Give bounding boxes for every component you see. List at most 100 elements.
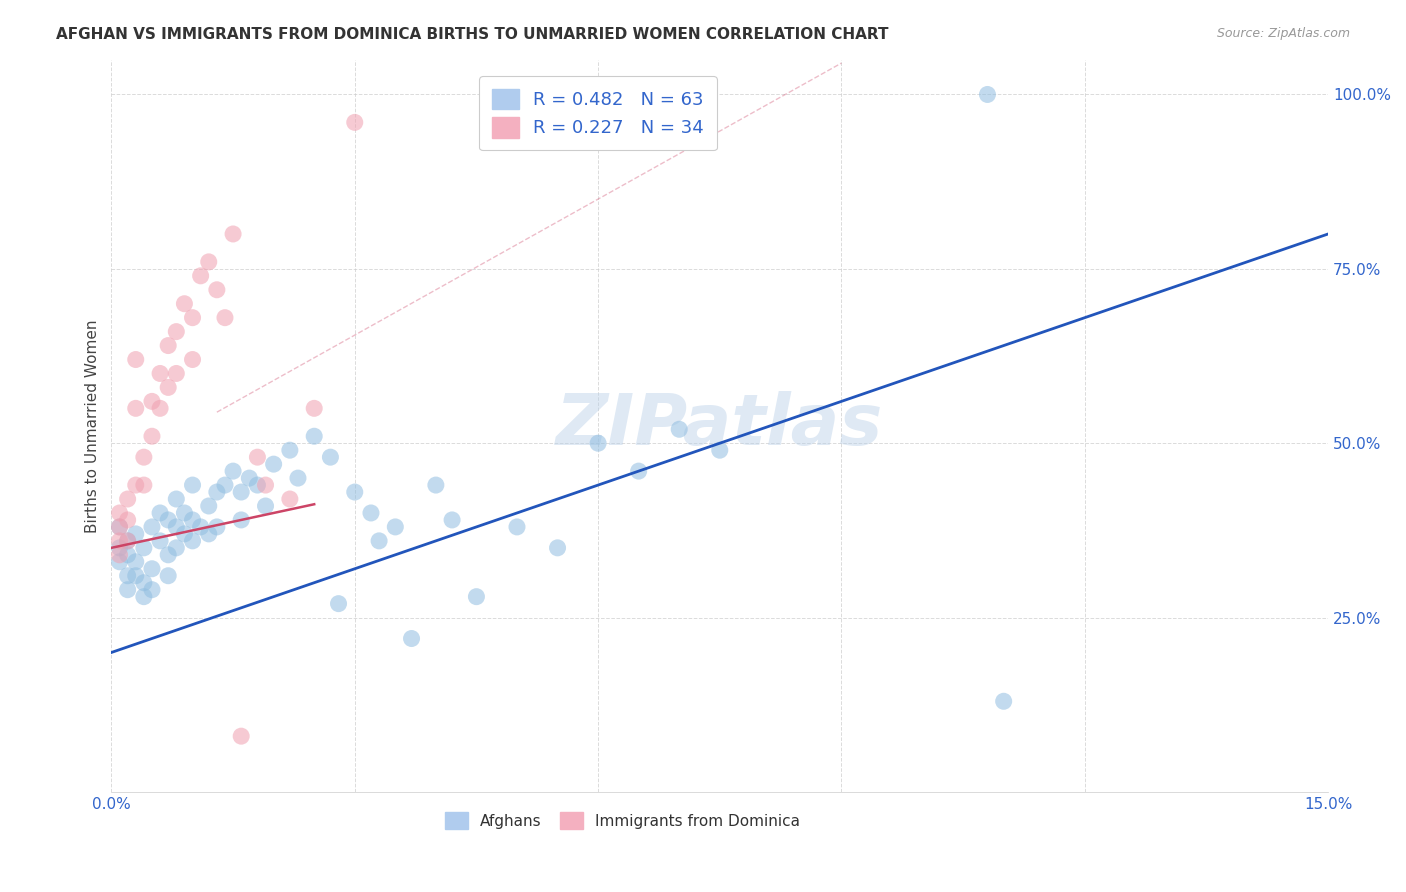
Point (231, 729, 253, 743)
Point (231, 513, 253, 527)
Point (173, 296, 195, 310)
Point (141, 520, 163, 534)
Point (214, 478, 236, 492)
Point (287, 471, 309, 485)
Point (205, 283, 228, 297)
Point (117, 568, 139, 582)
Point (117, 513, 139, 527)
Point (173, 527, 195, 541)
Point (132, 575, 155, 590)
Point (181, 352, 204, 367)
Point (141, 562, 163, 576)
Point (205, 520, 228, 534)
Text: ZIPatlas: ZIPatlas (557, 392, 883, 460)
Point (197, 499, 219, 513)
Text: AFGHAN VS IMMIGRANTS FROM DOMINICA BIRTHS TO UNMARRIED WOMEN CORRELATION CHART: AFGHAN VS IMMIGRANTS FROM DOMINICA BIRTH… (56, 27, 889, 42)
Point (181, 310, 204, 325)
Point (108, 541, 131, 555)
Point (214, 310, 236, 325)
Point (157, 338, 180, 352)
Point (173, 506, 195, 520)
Point (165, 541, 187, 555)
Point (165, 520, 187, 534)
Point (222, 227, 245, 241)
Point (125, 352, 148, 367)
Point (157, 380, 180, 394)
Point (343, 485, 366, 500)
Text: Source: ZipAtlas.com: Source: ZipAtlas.com (1216, 27, 1350, 40)
Point (141, 394, 163, 409)
Point (165, 367, 187, 381)
Point (190, 268, 212, 283)
Point (157, 548, 180, 562)
Point (132, 478, 155, 492)
Point (668, 422, 690, 436)
Point (141, 582, 163, 597)
Point (117, 533, 139, 548)
Point (278, 443, 301, 458)
Point (709, 443, 731, 458)
Point (108, 520, 131, 534)
Point (149, 401, 172, 416)
Point (108, 506, 131, 520)
Point (197, 255, 219, 269)
Point (132, 541, 155, 555)
Point (205, 485, 228, 500)
Point (368, 533, 391, 548)
Point (384, 520, 406, 534)
Point (149, 533, 172, 548)
Point (125, 568, 148, 582)
Point (181, 533, 204, 548)
Point (401, 632, 423, 646)
Y-axis label: Births to Unmarried Women: Births to Unmarried Women (86, 319, 100, 533)
Point (231, 485, 253, 500)
Legend: Afghans, Immigrants from Dominica: Afghans, Immigrants from Dominica (439, 805, 806, 836)
Point (181, 478, 204, 492)
Point (547, 541, 569, 555)
Point (165, 325, 187, 339)
Point (108, 533, 131, 548)
Point (149, 506, 172, 520)
Point (222, 464, 245, 478)
Point (506, 520, 529, 534)
Point (108, 548, 131, 562)
Point (254, 499, 277, 513)
Point (328, 597, 350, 611)
Point (263, 457, 285, 471)
Point (343, 115, 366, 129)
Point (149, 367, 172, 381)
Point (125, 478, 148, 492)
Point (141, 429, 163, 443)
Point (302, 429, 325, 443)
Point (190, 520, 212, 534)
Point (157, 568, 180, 582)
Point (108, 555, 131, 569)
Point (254, 478, 277, 492)
Point (108, 520, 131, 534)
Point (157, 513, 180, 527)
Point (246, 450, 269, 465)
Point (238, 471, 260, 485)
Point (246, 478, 269, 492)
Point (125, 555, 148, 569)
Point (976, 87, 998, 102)
Point (181, 513, 204, 527)
Point (465, 590, 488, 604)
Point (441, 513, 464, 527)
Point (117, 582, 139, 597)
Point (125, 527, 148, 541)
Point (586, 436, 609, 450)
Point (165, 491, 187, 506)
Point (117, 548, 139, 562)
Point (302, 401, 325, 416)
Point (125, 401, 148, 416)
Point (117, 491, 139, 506)
Point (627, 464, 650, 478)
Point (278, 491, 301, 506)
Point (360, 506, 382, 520)
Point (132, 590, 155, 604)
Point (117, 533, 139, 548)
Point (132, 450, 155, 465)
Point (319, 450, 342, 465)
Point (425, 478, 447, 492)
